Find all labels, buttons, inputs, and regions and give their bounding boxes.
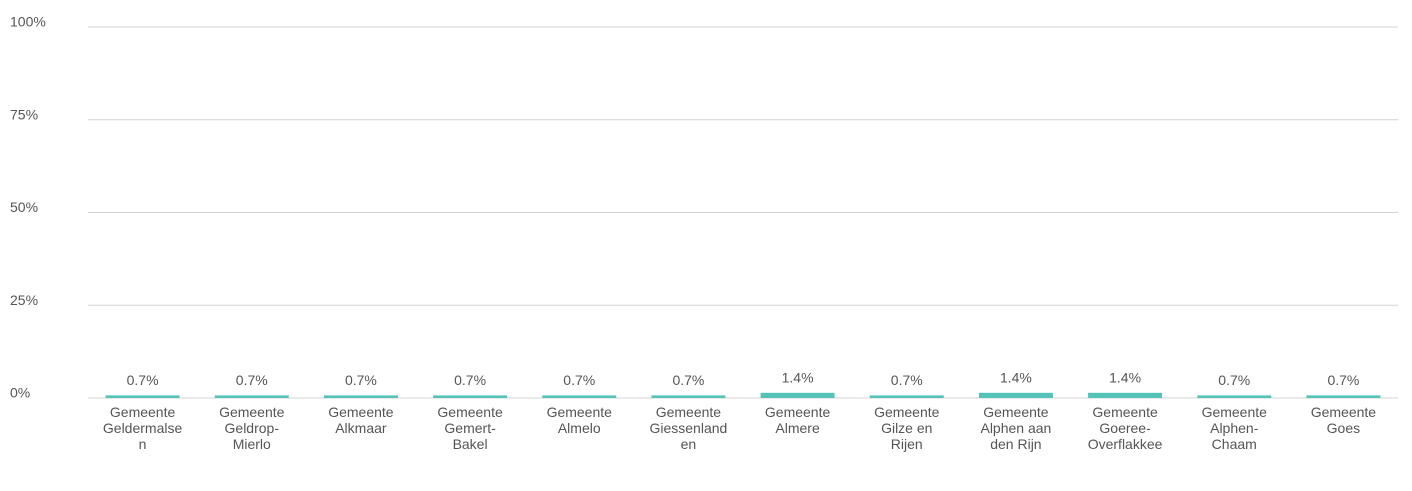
bar (542, 395, 617, 398)
bar (869, 395, 944, 398)
x-tick-label: Gemeente Gemert-Bakel (437, 404, 503, 452)
x-tick-label: Gemeente Alphen-Chaam (1201, 404, 1267, 452)
x-tick-label: Gemeente Goes (1310, 404, 1377, 436)
x-tick-label: Gemeente Geldrop-Mierlo (219, 404, 285, 452)
x-tick-label: Gemeente Almere (764, 404, 831, 436)
bar (433, 395, 508, 398)
bar (1306, 395, 1381, 398)
bar (760, 392, 835, 398)
bar (1088, 392, 1163, 398)
value-label: 1.4% (1109, 370, 1141, 386)
value-label: 0.7% (345, 372, 377, 388)
value-label: 0.7% (1327, 372, 1359, 388)
bar (978, 392, 1053, 398)
value-label: 1.4% (1000, 370, 1032, 386)
y-tick-label: 50% (10, 199, 38, 215)
value-label: 0.7% (891, 372, 923, 388)
value-label: 0.7% (236, 372, 268, 388)
value-label: 0.7% (1218, 372, 1250, 388)
bar (1197, 395, 1272, 398)
value-label: 0.7% (563, 372, 595, 388)
value-label: 0.7% (127, 372, 159, 388)
bar (651, 395, 726, 398)
value-label: 0.7% (672, 372, 704, 388)
y-tick-label: 0% (10, 385, 30, 401)
x-tick-label: Gemeente Almelo (546, 404, 612, 436)
x-tick-label: Gemeente Gilze en Rijen (874, 404, 940, 452)
bar (214, 395, 289, 398)
y-tick-label: 25% (10, 292, 38, 308)
x-tick-label: Gemeente Alkmaar (328, 404, 394, 436)
x-tick-label: Gemeente Goeree-Overflakkee (1087, 404, 1163, 452)
value-label: 1.4% (782, 370, 814, 386)
y-tick-label: 75% (10, 106, 38, 122)
x-tick-label: Gemeente Giessenlanden (649, 404, 728, 452)
bar (323, 395, 398, 398)
bar (105, 395, 180, 398)
x-tick-label: Gemeente Alphen aan den Rijn (980, 404, 1052, 452)
y-tick-label: 100% (10, 14, 46, 30)
x-tick-label: Gemeente Geldermalsen (102, 404, 183, 452)
value-label: 0.7% (454, 372, 486, 388)
